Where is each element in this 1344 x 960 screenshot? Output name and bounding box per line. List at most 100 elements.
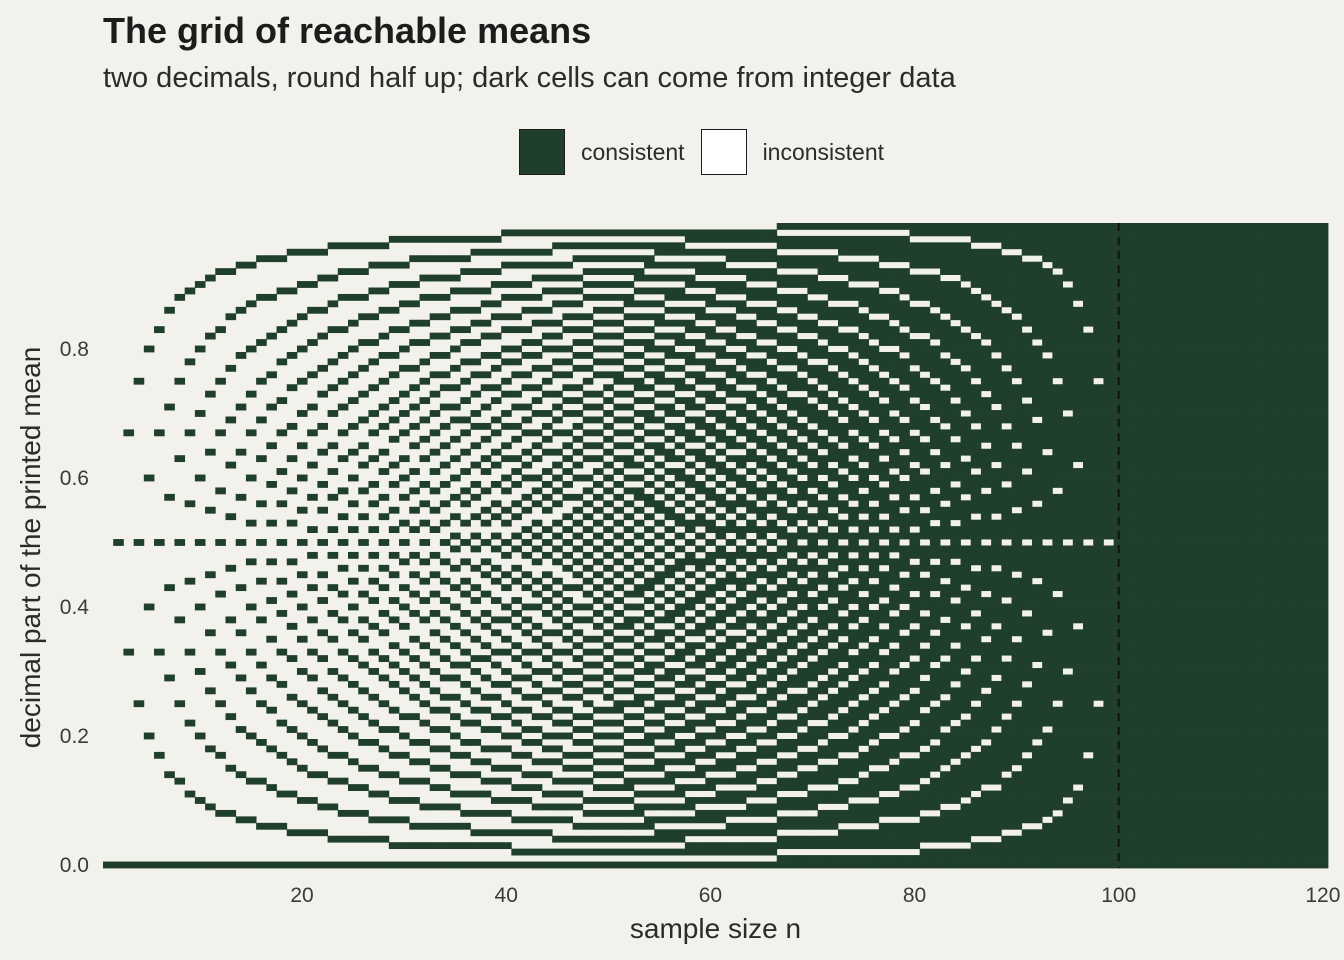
heatmap-cell [1083,816,1094,824]
heatmap-cell [848,584,859,592]
heatmap-cell [919,584,931,592]
heatmap-cell [429,784,441,791]
heatmap-cell [541,448,553,456]
heatmap-cell [1093,577,1104,585]
heatmap-cell [1021,461,1033,469]
heatmap-cell [919,700,931,708]
heatmap-cell [1042,339,1053,346]
heatmap-cell [674,352,686,359]
heatmap-cell [766,635,778,643]
heatmap-cell [909,668,921,675]
heatmap-cell [1103,590,1115,598]
heatmap-cell [654,732,665,740]
heatmap-cell [919,364,931,372]
heatmap-cell [725,739,737,746]
heatmap-cell [1083,268,1094,275]
heatmap-cell [878,822,890,830]
heatmap-cell [603,835,614,843]
heatmap-cell [368,861,380,869]
heatmap-cell [1083,745,1094,753]
heatmap-cell [715,377,727,385]
heatmap-cell [613,545,625,553]
heatmap-cell [429,745,441,753]
heatmap-cell [450,306,461,314]
heatmap-cell [541,364,553,372]
heatmap-cell [164,403,175,411]
heatmap-cell [940,261,951,269]
heatmap-cell [276,539,288,546]
heatmap-cell [735,726,747,733]
heatmap-cell [766,481,778,488]
heatmap-cell [909,513,921,521]
heatmap-cell [1113,816,1125,824]
heatmap-cell [868,590,880,598]
heatmap-cell [593,468,604,475]
heatmap-cell [695,358,706,366]
heatmap-cell [419,758,431,766]
heatmap-cell [980,648,992,656]
heatmap-cell [684,661,696,669]
heatmap-cell [684,758,696,766]
heatmap-cell [695,229,706,237]
heatmap-cell [205,448,216,456]
heatmap-cell [746,842,757,850]
heatmap-cell [480,352,492,359]
heatmap-cell [695,661,706,669]
heatmap-cell [664,551,676,559]
heatmap-cell [725,861,737,869]
heatmap-cell [868,726,880,733]
heatmap-cell [1052,745,1063,753]
heatmap-cell [725,300,737,308]
heatmap-cell [970,861,982,869]
heatmap-cell [838,674,849,682]
heatmap-cell [868,242,880,250]
heatmap-cell [348,345,359,353]
heatmap-cell [460,339,471,346]
heatmap-cell [817,809,829,817]
heatmap-cell [1062,319,1074,327]
heatmap-cell [674,564,686,572]
heatmap-cell [501,745,512,753]
heatmap-cell [848,739,859,746]
heatmap-cell [878,332,890,340]
heatmap-cell [776,584,788,592]
heatmap-cell [695,448,706,456]
heatmap-cell [919,687,931,695]
heatmap-cell [827,706,839,714]
heatmap-cell [1001,403,1012,411]
heatmap-cell [950,255,961,263]
heatmap-cell [470,655,482,662]
heatmap-cell [572,519,584,527]
heatmap-cell [399,797,410,804]
heatmap-cell [1021,500,1033,508]
heatmap-cell [858,274,870,282]
heatmap-cell [919,326,931,334]
heatmap-cell [582,339,594,346]
heatmap-cell [827,326,839,334]
heatmap-cell [1052,661,1063,669]
heatmap-cell [746,861,757,869]
heatmap-cell [439,635,451,643]
heatmap-cell [684,739,696,746]
heatmap-cell [358,713,369,721]
heatmap-cell [1021,687,1033,695]
heatmap-cell [562,732,573,740]
heatmap-cell [480,655,492,662]
heatmap-cell [980,429,992,437]
heatmap-cell [378,861,390,869]
heatmap-cell [950,229,961,237]
heatmap-cell [786,461,798,469]
heatmap-cell [684,719,696,727]
heatmap-cell [317,274,328,282]
heatmap-cell [654,442,665,450]
heatmap-cell [1052,468,1063,475]
heatmap-cell [1042,642,1053,650]
heatmap-cell [572,493,584,501]
heatmap-cell [541,771,553,779]
heatmap-cell [991,281,1002,288]
heatmap-cell [848,803,859,811]
heatmap-cell [1062,616,1074,624]
heatmap-cell [603,784,614,791]
heatmap-cell [1031,668,1043,675]
heatmap-cell [848,790,859,798]
